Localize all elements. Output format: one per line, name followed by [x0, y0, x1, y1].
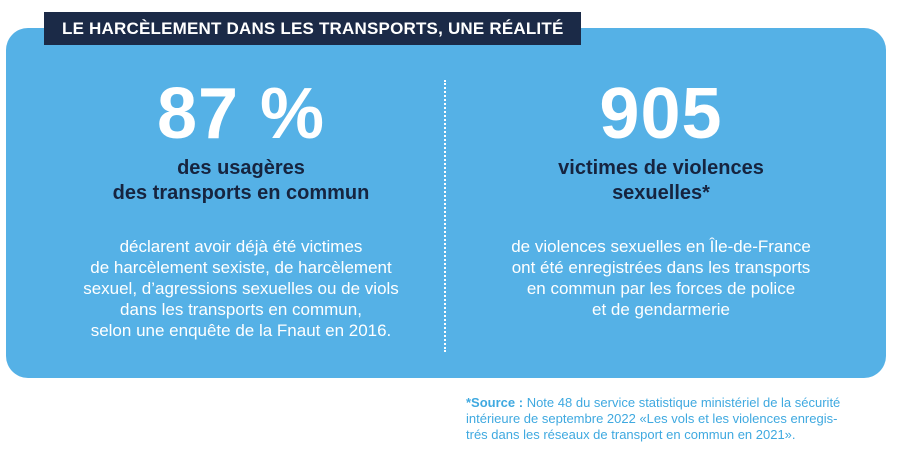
description-line: déclarent avoir déjà été victimes: [119, 237, 363, 256]
stat-description-right: de violences sexuelles en Île-de-France …: [471, 236, 851, 320]
source-line: *Source : Note 48 du service statistique…: [466, 395, 886, 411]
description-line: de harcèlement sexiste, de harcèlement: [90, 258, 392, 277]
stat-big-number-right: 905: [599, 74, 723, 154]
source-text: Note 48 du service statistique ministéri…: [523, 395, 841, 410]
subtitle-line: sexuelles*: [612, 182, 710, 204]
subtitle-line: des usagères: [177, 157, 305, 179]
stat-subtitle-left: des usagères des transports en commun: [56, 156, 426, 206]
subtitle-line: des transports en commun: [112, 182, 370, 204]
description-line: de violences sexuelles en Île-de-France: [511, 237, 811, 256]
source-line: intérieure de septembre 2022 «Les vols e…: [466, 411, 838, 426]
description-line: ont été enregistrées dans les transports: [511, 258, 811, 277]
description-line: dans les transports en commun,: [120, 300, 362, 319]
source-note: *Source : Note 48 du service statistique…: [466, 395, 886, 443]
dotted-divider: [444, 80, 446, 352]
source-label: *Source :: [466, 395, 524, 410]
stat-big-number-left: 87 %: [156, 74, 326, 154]
stat-description-left: déclarent avoir déjà été victimes de har…: [56, 236, 426, 341]
description-line: et de gendarmerie: [592, 300, 730, 319]
description-line: en commun par les forces de police: [526, 279, 796, 298]
source-line: trés dans les réseaux de transport en co…: [466, 427, 796, 442]
subtitle-line: victimes de violences: [558, 157, 764, 179]
description-line: selon une enquête de la Fnaut en 2016.: [90, 321, 392, 340]
stat-column-right: 905 victimes de violences sexuelles* de …: [471, 28, 851, 378]
stats-card: 87 % des usagères des transports en comm…: [6, 28, 886, 378]
stat-subtitle-right: victimes de violences sexuelles*: [471, 156, 851, 206]
description-line: sexuel, d’agressions sexuelles ou de vio…: [83, 279, 399, 298]
stat-column-left: 87 % des usagères des transports en comm…: [56, 28, 426, 378]
section-title: LE HARCÈLEMENT DANS LES TRANSPORTS, UNE …: [44, 12, 582, 45]
